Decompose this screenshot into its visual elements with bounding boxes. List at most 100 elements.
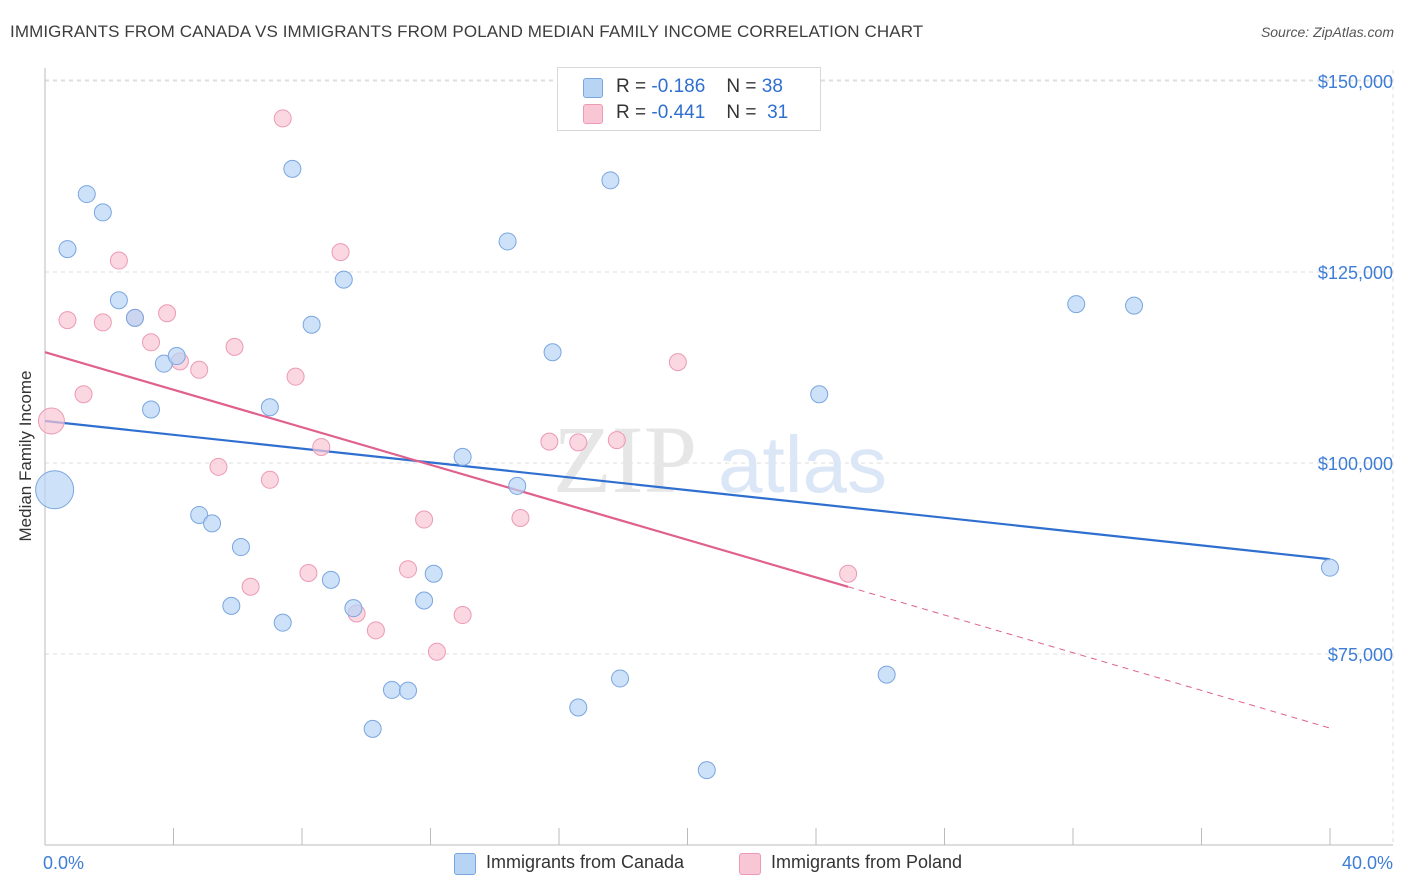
poland-n-label: N =	[726, 102, 757, 123]
point-canada	[1321, 558, 1339, 577]
poland-n-value: 31	[767, 102, 789, 123]
point-poland	[331, 243, 350, 262]
point-poland	[415, 510, 434, 529]
point-canada	[273, 613, 292, 632]
y-tick-label: $125,000	[1318, 263, 1393, 283]
point-canada	[543, 343, 562, 362]
point-canada	[363, 719, 382, 738]
point-canada	[231, 538, 250, 557]
point-canada	[142, 400, 161, 419]
point-poland	[190, 360, 209, 379]
trend-line-poland	[44, 351, 849, 588]
axes	[44, 68, 1393, 846]
point-canada	[424, 564, 443, 583]
source-note: Source: ZipAtlas.com	[1260, 24, 1394, 40]
watermark: ZIP atlas	[553, 406, 887, 513]
poland-swatch	[583, 104, 603, 124]
point-canada	[810, 385, 829, 404]
point-poland	[142, 333, 161, 352]
point-canada	[302, 315, 321, 334]
data-points	[35, 109, 1339, 780]
point-canada	[382, 680, 401, 699]
point-poland	[74, 385, 93, 404]
point-poland	[158, 304, 177, 323]
y-tick-label: $150,000	[1318, 72, 1393, 92]
legend-canada-swatch	[454, 853, 476, 875]
watermark-zip: ZIP	[553, 406, 697, 513]
poland-r-label: R =	[616, 102, 647, 123]
point-poland	[399, 560, 418, 579]
point-canada	[399, 681, 418, 700]
point-canada	[508, 476, 527, 495]
canada-swatch	[583, 78, 603, 98]
point-canada	[190, 505, 209, 524]
watermark-atlas: atlas	[718, 420, 887, 509]
point-poland	[312, 437, 331, 456]
point-poland	[427, 642, 446, 661]
legend-poland-swatch	[739, 853, 761, 875]
point-canada	[1067, 295, 1086, 314]
point-poland	[260, 470, 279, 489]
point-canada	[260, 398, 279, 417]
trend-line-canada	[44, 419, 1331, 561]
poland-r-value: -0.441	[651, 102, 706, 123]
point-canada	[877, 665, 896, 684]
point-canada	[167, 347, 186, 366]
canada-r-value: -0.186	[651, 76, 706, 97]
point-poland	[607, 431, 626, 450]
trend-line-poland-extension	[847, 586, 1331, 729]
point-canada	[601, 171, 620, 190]
point-poland	[366, 621, 385, 640]
point-poland	[209, 457, 228, 476]
point-canada	[1125, 296, 1144, 315]
point-poland	[225, 337, 244, 356]
point-canada	[498, 232, 517, 251]
point-poland	[511, 509, 530, 528]
point-canada	[569, 698, 588, 717]
point-poland	[93, 313, 112, 332]
canada-n-value: 38	[761, 76, 783, 97]
point-poland	[37, 407, 65, 435]
point-canada	[415, 591, 434, 610]
canada-r-label: R =	[616, 76, 647, 97]
point-poland	[286, 367, 305, 386]
point-canada	[453, 447, 472, 466]
point-poland	[453, 606, 472, 625]
point-poland	[273, 109, 292, 128]
y-tick-label: $100,000	[1318, 454, 1393, 474]
point-canada	[697, 761, 716, 780]
gridlines	[45, 70, 1394, 845]
point-canada	[344, 599, 363, 618]
point-poland	[569, 433, 588, 452]
point-poland	[299, 564, 318, 583]
point-poland	[241, 577, 260, 596]
point-canada	[109, 291, 128, 310]
point-canada	[203, 514, 222, 533]
point-canada	[125, 308, 144, 327]
point-canada	[222, 596, 241, 615]
stats-box: R = -0.186 N = 38 R = -0.441 N = 31	[557, 67, 821, 131]
trend-lines	[44, 351, 1331, 729]
point-canada	[283, 159, 302, 178]
legend-canada-label: Immigrants from Canada	[486, 852, 685, 872]
point-canada	[58, 240, 77, 259]
point-poland	[109, 251, 128, 270]
point-canada	[93, 203, 112, 222]
point-poland	[58, 311, 77, 330]
point-poland	[540, 432, 559, 451]
canada-n-label: N =	[726, 76, 757, 97]
point-canada	[35, 470, 75, 510]
y-axis-label: Median Family Income	[16, 370, 35, 541]
x-tick-label: 40.0%	[1342, 853, 1393, 873]
point-canada	[77, 185, 96, 204]
point-canada	[321, 570, 340, 589]
chart-title: IMMIGRANTS FROM CANADA VS IMMIGRANTS FRO…	[10, 22, 924, 41]
point-poland	[839, 564, 858, 583]
legend-poland-label: Immigrants from Poland	[771, 852, 963, 872]
point-poland	[668, 353, 687, 372]
point-canada	[611, 669, 630, 688]
point-canada	[334, 270, 353, 289]
y-tick-label: $75,000	[1328, 645, 1393, 665]
x-tick-label: 0.0%	[43, 853, 84, 873]
